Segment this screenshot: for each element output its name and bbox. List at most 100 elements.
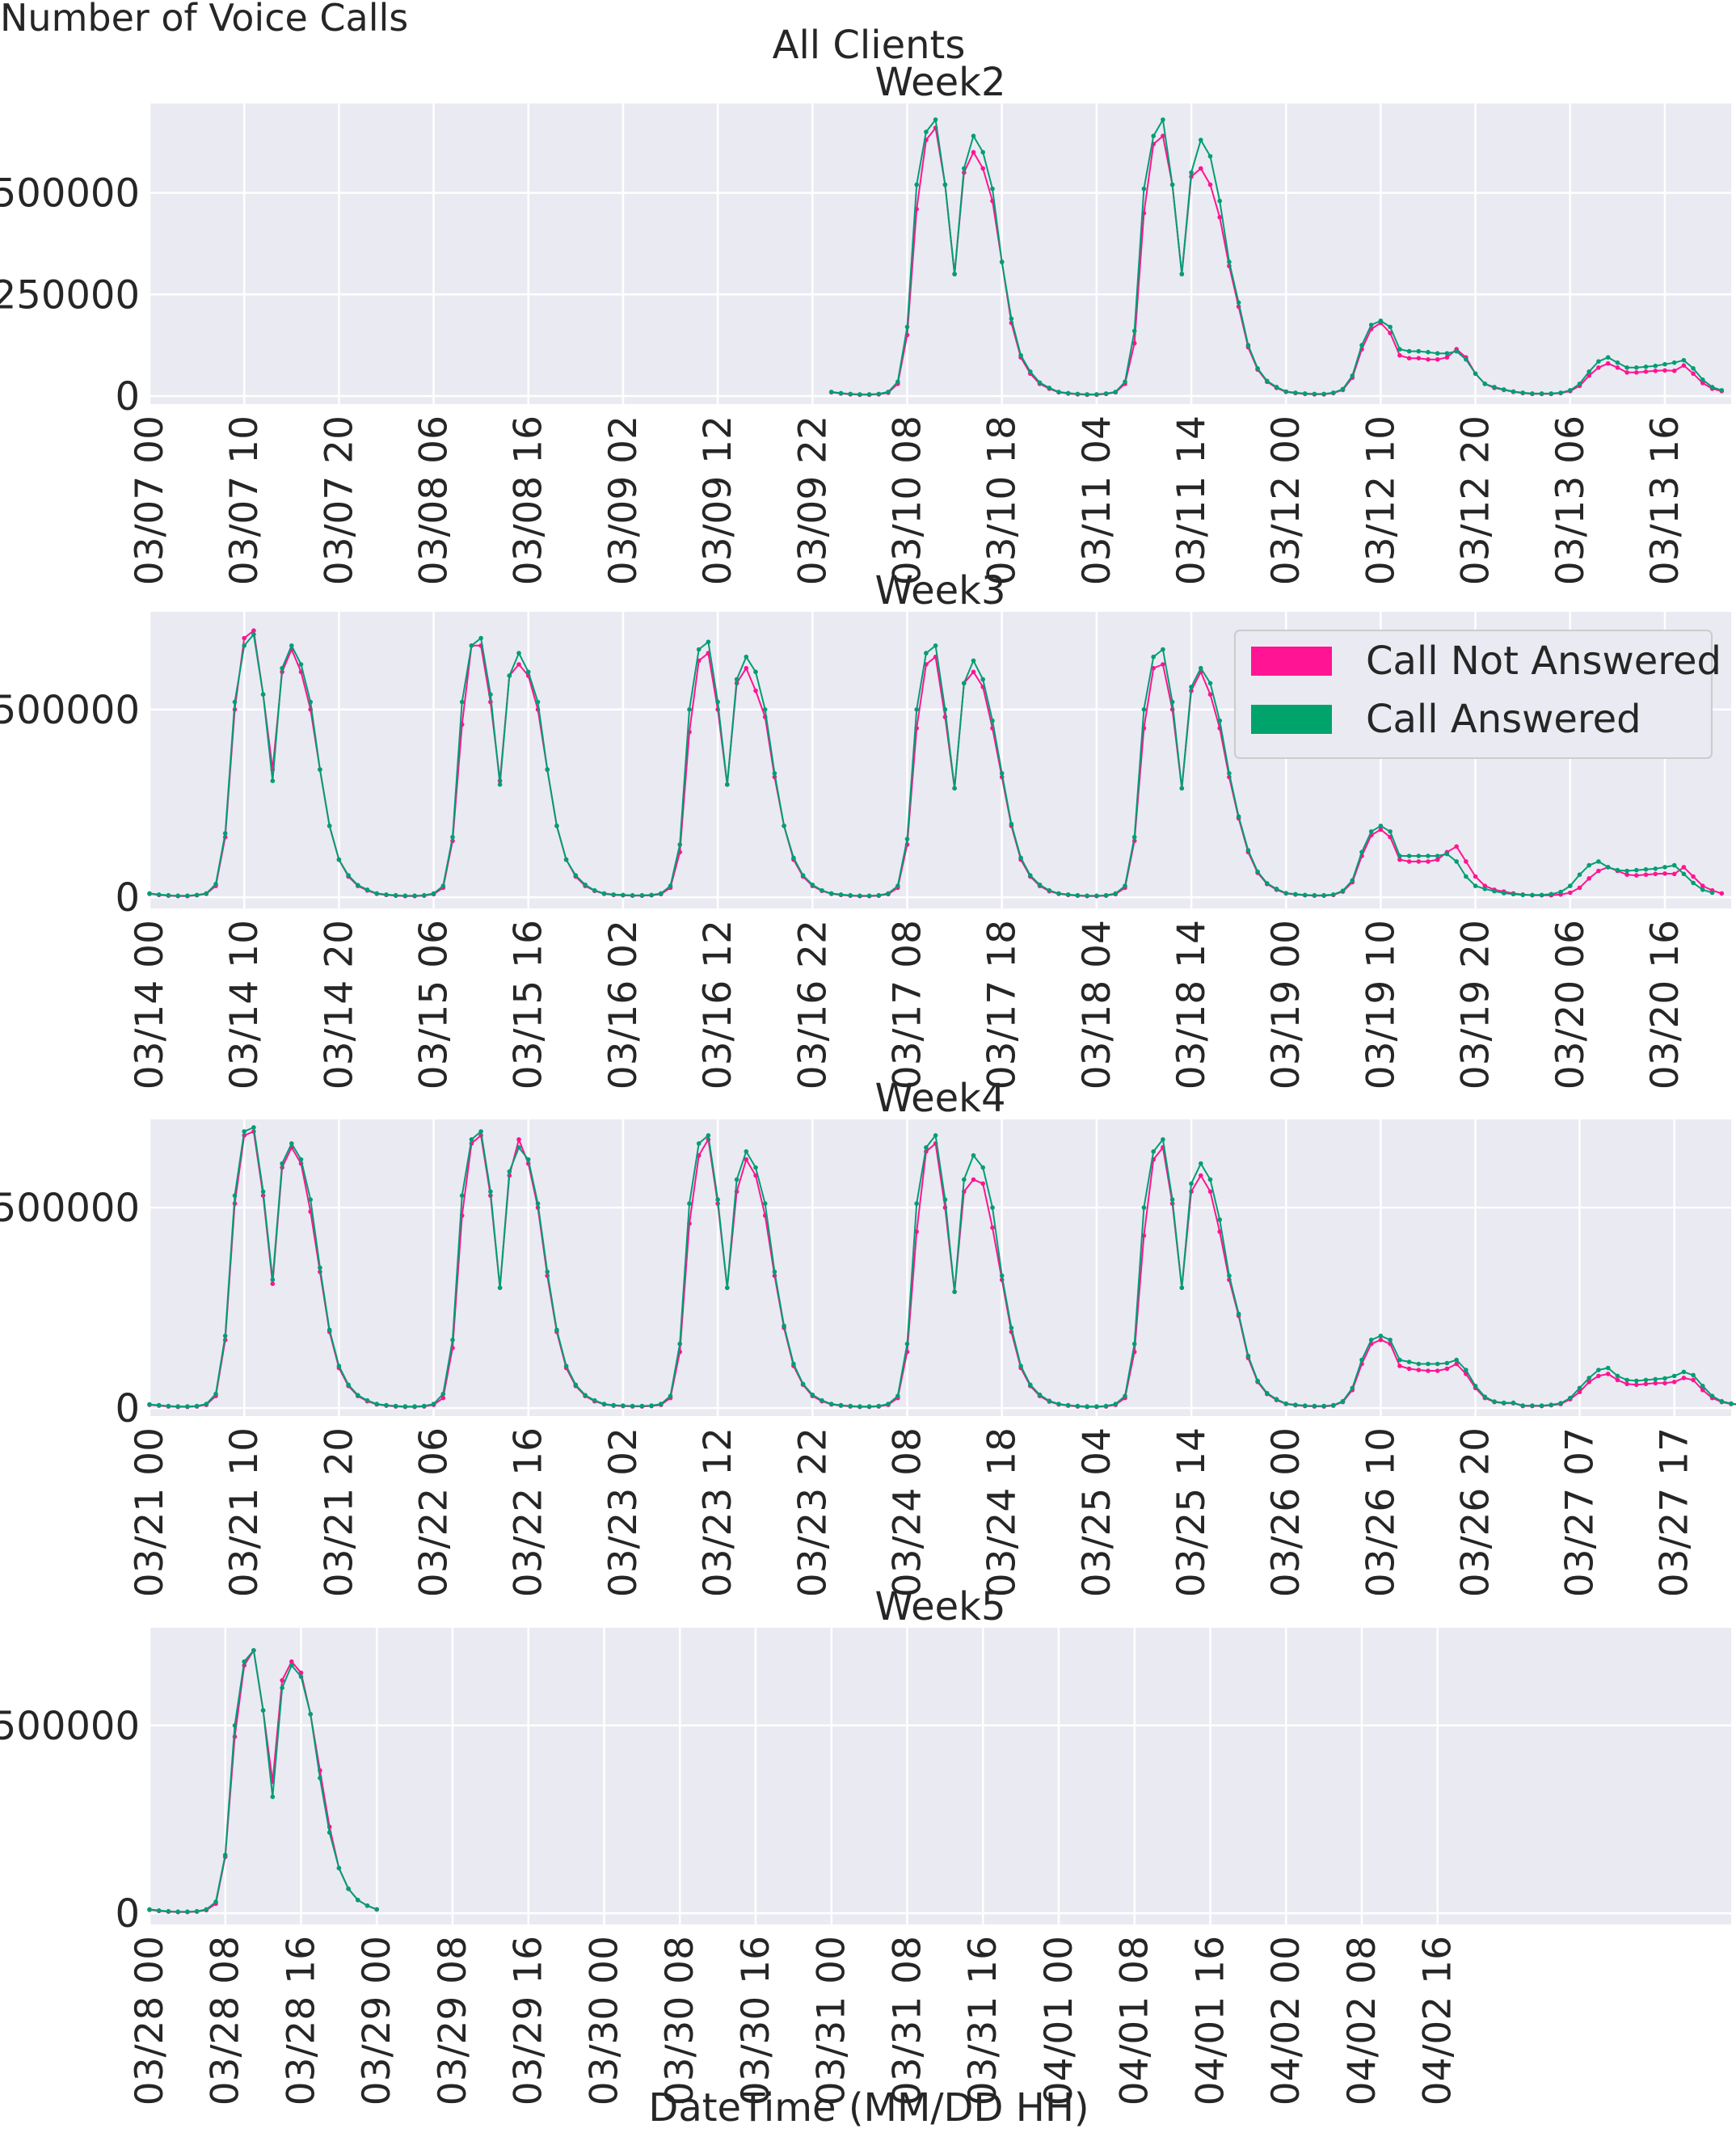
x-tick-label: 03/26 10 bbox=[1359, 1427, 1403, 1597]
data-point bbox=[952, 272, 957, 276]
panel-title: Week4 bbox=[874, 1076, 1005, 1121]
data-point bbox=[800, 873, 806, 878]
x-tick-label: 03/17 18 bbox=[980, 920, 1025, 1090]
x-tick-label: 03/13 16 bbox=[1643, 415, 1688, 585]
data-point bbox=[260, 1189, 266, 1195]
data-point bbox=[1293, 891, 1298, 897]
data-point bbox=[734, 677, 739, 682]
x-tick-label: 04/02 16 bbox=[1416, 1936, 1460, 2105]
data-point bbox=[1671, 360, 1677, 365]
x-tick-label: 03/19 20 bbox=[1454, 920, 1498, 1090]
data-point bbox=[1416, 356, 1422, 361]
data-point bbox=[601, 1401, 607, 1406]
x-tick-label: 03/26 00 bbox=[1264, 1427, 1308, 1597]
data-point bbox=[1643, 866, 1649, 872]
data-point bbox=[1426, 859, 1431, 864]
data-point bbox=[933, 643, 938, 648]
data-point bbox=[1586, 862, 1591, 868]
data-point bbox=[601, 891, 607, 896]
data-point bbox=[1340, 888, 1346, 893]
data-point bbox=[895, 883, 900, 888]
data-point bbox=[696, 647, 702, 652]
data-point bbox=[668, 1393, 673, 1398]
x-tick-label: 03/27 07 bbox=[1558, 1427, 1603, 1597]
data-point bbox=[1321, 1403, 1326, 1409]
data-point bbox=[1586, 1380, 1591, 1385]
data-point bbox=[1331, 1402, 1336, 1408]
data-point bbox=[1085, 392, 1089, 397]
data-point bbox=[1161, 133, 1165, 138]
data-point bbox=[260, 1708, 266, 1713]
data-point bbox=[1283, 389, 1288, 394]
data-point bbox=[459, 699, 465, 705]
data-point bbox=[1255, 869, 1260, 875]
data-point bbox=[1643, 1381, 1649, 1387]
data-point bbox=[1274, 887, 1279, 891]
data-point bbox=[838, 1402, 844, 1408]
data-point bbox=[990, 718, 995, 723]
data-point bbox=[1577, 381, 1582, 386]
data-point bbox=[696, 1141, 702, 1146]
data-point bbox=[1265, 881, 1270, 886]
data-point bbox=[298, 1674, 304, 1680]
data-point bbox=[308, 1712, 314, 1717]
data-point bbox=[990, 1205, 995, 1210]
data-point bbox=[980, 166, 985, 171]
data-point bbox=[1397, 352, 1402, 358]
x-tick-label: 03/23 12 bbox=[696, 1427, 740, 1597]
data-point bbox=[1691, 880, 1696, 886]
data-point bbox=[573, 873, 579, 878]
data-point bbox=[1719, 1398, 1725, 1404]
data-point bbox=[924, 651, 929, 655]
data-point bbox=[687, 707, 692, 712]
data-point bbox=[725, 782, 730, 787]
data-point bbox=[914, 182, 919, 188]
data-point bbox=[1662, 871, 1667, 876]
x-tick-label: 03/08 06 bbox=[412, 415, 457, 585]
data-point bbox=[431, 891, 436, 896]
data-point bbox=[1397, 1357, 1402, 1363]
data-point bbox=[364, 887, 370, 892]
data-point bbox=[1653, 871, 1658, 877]
data-point bbox=[1359, 1357, 1364, 1363]
data-point bbox=[222, 831, 228, 836]
data-point bbox=[280, 665, 284, 671]
data-point bbox=[1047, 1398, 1052, 1403]
data-point bbox=[1426, 1361, 1431, 1367]
data-point bbox=[1454, 348, 1459, 354]
data-point bbox=[374, 891, 380, 896]
data-point bbox=[1548, 1402, 1554, 1407]
data-point bbox=[1729, 1401, 1734, 1406]
data-point bbox=[725, 1285, 730, 1291]
data-point bbox=[1426, 854, 1431, 858]
panel-title: Week3 bbox=[874, 568, 1005, 613]
data-point bbox=[1199, 137, 1203, 142]
data-point bbox=[1397, 347, 1402, 352]
data-point bbox=[1245, 848, 1251, 853]
data-point bbox=[1378, 1334, 1384, 1338]
data-point bbox=[971, 658, 976, 664]
data-point bbox=[980, 1165, 985, 1170]
data-point bbox=[1065, 390, 1071, 396]
data-point bbox=[204, 1907, 209, 1912]
data-point bbox=[1681, 871, 1687, 877]
data-point bbox=[459, 1193, 465, 1198]
y-tick-label: 0 bbox=[115, 1386, 140, 1431]
data-point bbox=[791, 855, 796, 861]
data-point bbox=[147, 1401, 152, 1407]
data-point bbox=[857, 893, 862, 898]
data-point bbox=[516, 1137, 521, 1142]
data-point bbox=[1444, 351, 1450, 356]
data-point bbox=[289, 1659, 294, 1664]
data-point bbox=[525, 1157, 531, 1162]
data-point bbox=[1681, 865, 1687, 870]
x-tick-label: 03/12 00 bbox=[1264, 415, 1308, 585]
data-point bbox=[1520, 1403, 1525, 1408]
data-point bbox=[1653, 369, 1658, 373]
data-point bbox=[356, 1898, 360, 1903]
data-point bbox=[876, 892, 882, 898]
data-point bbox=[213, 882, 218, 887]
data-point bbox=[1103, 892, 1109, 898]
data-point bbox=[1065, 892, 1071, 897]
data-point bbox=[232, 699, 238, 705]
